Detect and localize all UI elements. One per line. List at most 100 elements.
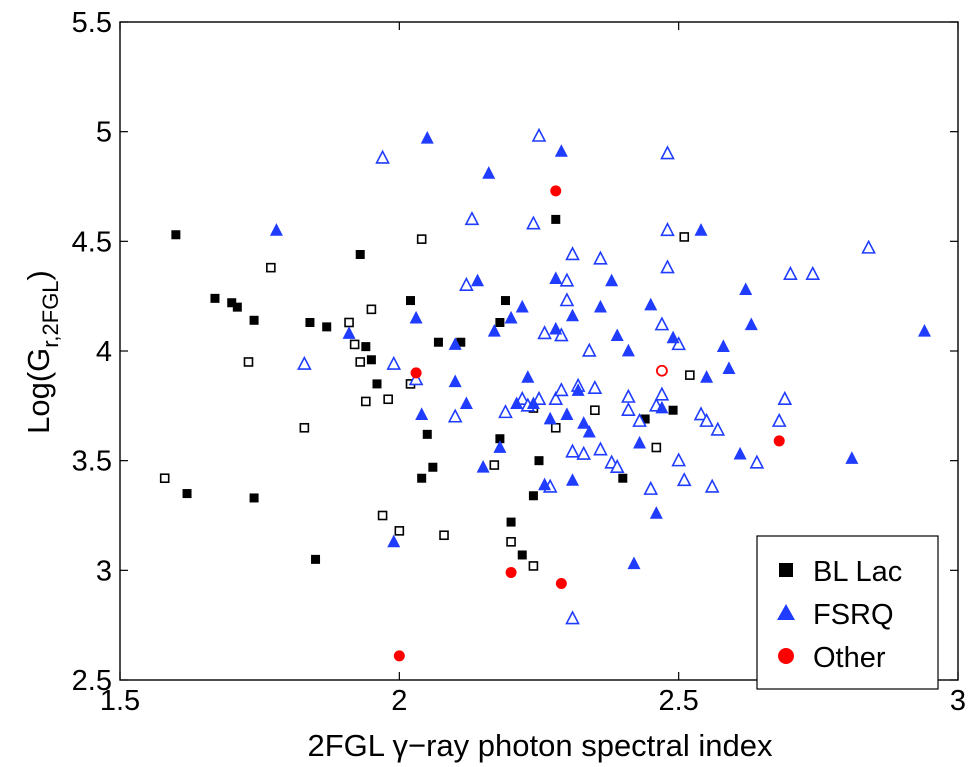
fsrq-point-hollow bbox=[375, 149, 390, 164]
bllac-point bbox=[322, 322, 332, 332]
bllac-point bbox=[182, 489, 192, 499]
fsrq-point-hollow bbox=[710, 421, 726, 436]
fsrq-point-hollow bbox=[565, 610, 580, 625]
legend-label-fsrq: FSRQ bbox=[813, 599, 894, 631]
bllac-point-hollow bbox=[528, 561, 539, 571]
fsrq-point-hollow bbox=[554, 382, 569, 397]
fsrq-point bbox=[694, 223, 708, 236]
fsrq-point-hollow bbox=[704, 478, 720, 493]
fsrq-point bbox=[487, 324, 501, 337]
fsrq-point-hollow bbox=[805, 265, 821, 280]
fsrq-point bbox=[744, 317, 758, 331]
y-tick-label: 3.5 bbox=[72, 446, 112, 478]
fsrq-point bbox=[493, 440, 507, 453]
fsrq-point-hollow bbox=[643, 480, 659, 495]
fsrq-point-hollow bbox=[386, 355, 402, 370]
fsrq-point-hollow bbox=[699, 412, 714, 427]
fsrq-point-hollow bbox=[581, 342, 597, 357]
fsrq-point-hollow bbox=[576, 445, 592, 460]
other-point bbox=[393, 650, 405, 662]
fsrq-point bbox=[633, 435, 647, 449]
bllac-point-hollow bbox=[377, 510, 388, 521]
fsrq-point-hollow bbox=[548, 390, 564, 406]
fsrq-point bbox=[471, 273, 485, 287]
bllac-point-hollow bbox=[383, 394, 393, 405]
bllac-point bbox=[422, 429, 432, 439]
fsrq-point bbox=[409, 310, 423, 324]
bllac-point bbox=[551, 214, 561, 224]
bllac-point bbox=[406, 296, 416, 306]
x-tick-label: 2.5 bbox=[659, 685, 699, 717]
fsrq-point bbox=[342, 326, 356, 339]
fsrq-point-hollow bbox=[531, 127, 547, 142]
bllac-point-hollow bbox=[506, 537, 516, 547]
legend-circle-marker bbox=[778, 648, 794, 664]
bllac-point-hollow bbox=[416, 234, 427, 244]
bllac-point bbox=[232, 302, 242, 312]
legend-triangle-marker bbox=[777, 604, 795, 620]
fsrq-point bbox=[716, 339, 730, 353]
bllac-point-hollow bbox=[651, 442, 662, 453]
fsrq-point-hollow bbox=[297, 355, 312, 370]
fsrq-point-hollow bbox=[660, 222, 675, 237]
fsrq-point-hollow bbox=[621, 401, 636, 416]
fsrq-point-hollow bbox=[593, 441, 608, 456]
fsrq-point bbox=[917, 324, 931, 337]
fsrq-point-hollow bbox=[609, 458, 625, 473]
fsrq-point-hollow bbox=[660, 145, 675, 160]
fsrq-point bbox=[510, 396, 524, 410]
fsrq-point bbox=[543, 411, 557, 425]
fsrq-point bbox=[448, 337, 462, 350]
bllac-point-hollow bbox=[243, 357, 254, 367]
fsrq-point-hollow bbox=[749, 454, 765, 469]
fsrq-point bbox=[420, 131, 434, 144]
fsrq-point-hollow bbox=[565, 443, 580, 458]
fsrq-point-hollow bbox=[671, 452, 686, 467]
other-point-hollow bbox=[656, 364, 668, 377]
bllac-point bbox=[428, 462, 438, 472]
bllac-point bbox=[372, 379, 382, 389]
other-point bbox=[773, 435, 785, 447]
bllac-point-hollow bbox=[344, 317, 354, 328]
fsrq-point bbox=[644, 297, 658, 311]
fsrq-point-hollow bbox=[777, 390, 793, 406]
bllac-point bbox=[366, 355, 376, 365]
other-point bbox=[410, 367, 422, 379]
legend-label-bllac: BL Lac bbox=[813, 556, 902, 588]
fsrq-point bbox=[448, 374, 462, 388]
bllac-point bbox=[433, 337, 443, 347]
x-axis-title: 2FGL γ−ray photon spectral index bbox=[308, 728, 773, 763]
fsrq-point bbox=[722, 361, 736, 374]
bllac-point-hollow bbox=[266, 262, 276, 273]
fsrq-point-hollow bbox=[537, 325, 552, 340]
bllac-point-hollow bbox=[299, 422, 310, 433]
fsrq-point-hollow bbox=[660, 259, 675, 274]
fsrq-point bbox=[593, 299, 607, 313]
fsrq-point bbox=[566, 308, 580, 322]
fsrq-point bbox=[605, 273, 619, 287]
fsrq-point-hollow bbox=[693, 406, 709, 421]
bllac-point bbox=[210, 293, 220, 303]
fsrq-point bbox=[733, 446, 747, 460]
fsrq-point bbox=[577, 416, 591, 429]
bllac-point bbox=[249, 493, 259, 503]
y-axis-title-close: ) bbox=[21, 270, 56, 280]
fsrq-point bbox=[459, 396, 473, 410]
fsrq-point-hollow bbox=[514, 390, 530, 406]
fsrq-point-hollow bbox=[459, 276, 474, 291]
y-tick-label: 2.5 bbox=[72, 665, 112, 697]
y-tick-label: 5 bbox=[96, 117, 112, 149]
legend-square-marker bbox=[779, 563, 793, 577]
bllac-point-hollow bbox=[489, 460, 500, 470]
other-point bbox=[555, 577, 567, 589]
fsrq-point-hollow bbox=[771, 412, 787, 427]
y-tick-label: 4.5 bbox=[72, 226, 112, 258]
bllac-point bbox=[618, 473, 628, 483]
legend: BL Lac FSRQ Other bbox=[756, 535, 939, 690]
bllac-point bbox=[640, 414, 650, 424]
fsrq-point-hollow bbox=[654, 386, 670, 401]
other-point bbox=[505, 567, 517, 579]
bllac-point-hollow bbox=[355, 357, 366, 367]
fsrq-point-hollow bbox=[565, 246, 580, 261]
